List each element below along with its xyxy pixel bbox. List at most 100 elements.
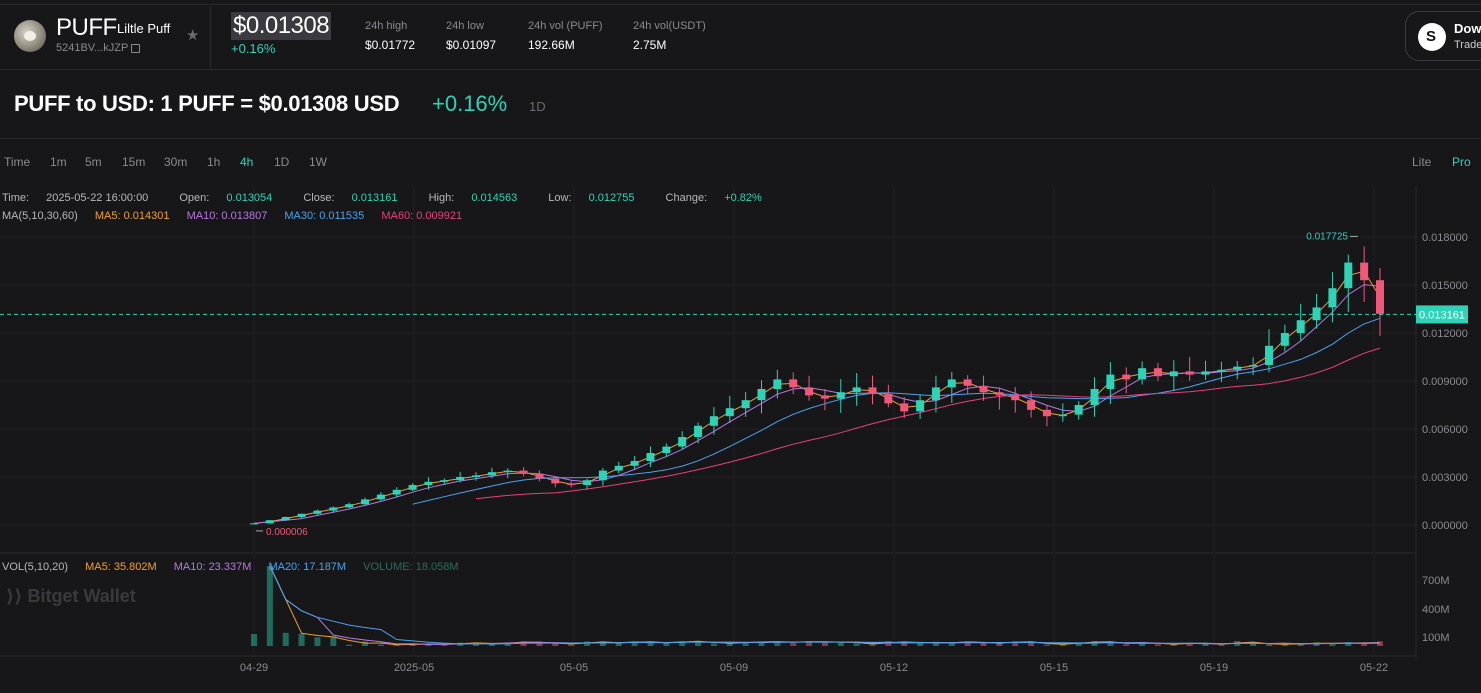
volume-bar [473,643,480,646]
volume-bar [885,641,892,646]
candle-body [1280,333,1289,346]
stat-24h-vol-puff: 24h vol (PUFF) 192.66M [528,20,603,52]
tab-5m[interactable]: 5m [85,155,102,169]
bitget-logo-icon: ⟩⟩ [6,586,28,606]
stat-label: 24h vol(USDT) [633,20,706,32]
ohlc-line: Time: 2025-05-22 16:00:00 Open: 0.013054… [2,192,790,204]
candle-body [630,461,639,466]
candle-body [820,395,829,399]
x-tick-label: 05-22 [1360,662,1388,674]
candle-body [1153,368,1162,377]
x-tick-label: 05-15 [1040,662,1068,674]
candle-body [805,387,814,396]
candle-body [1058,414,1067,417]
mode-pro[interactable]: Pro [1452,155,1471,169]
candle-body [852,387,861,393]
candle-body [947,379,956,388]
token-symbol: PUFF [56,14,117,41]
volume-bar [679,641,686,646]
stat-label: 24h vol (PUFF) [528,20,603,32]
volume-bar [1281,643,1288,646]
candle-body [1328,288,1337,308]
candle-body [1376,280,1384,314]
candle-body [1138,368,1147,380]
volume-bar [1028,642,1035,646]
candle-body [1264,345,1273,365]
volume-bar [790,642,797,646]
candle-body [1344,262,1353,289]
tab-1m[interactable]: 1m [50,155,67,169]
tab-1w[interactable]: 1W [309,155,327,169]
candle-body [757,389,766,401]
volume-bar [330,636,337,646]
ohlc-close: Close: 0.013161 [303,192,398,204]
y-tick-label: 0.009000 [1422,376,1468,388]
volume-bar [346,644,353,646]
candle-body [376,494,385,500]
ma10-value: MA10: 0.013807 [186,210,268,222]
price-change: +0.16% [231,41,276,56]
tab-1d[interactable]: 1D [274,155,290,169]
candle-body [265,520,274,524]
candle-body [662,446,671,453]
volume-bar [1139,642,1146,646]
candle-body [1201,371,1210,375]
tab-4h[interactable]: 4h [240,155,254,169]
volume-bar [932,643,939,646]
download-subtitle: Trade [1454,39,1481,51]
volume-bar [1202,643,1209,646]
candle-body [456,477,465,481]
volume-bar [853,643,860,646]
mode-lite[interactable]: Lite [1412,155,1432,169]
tab-15m[interactable]: 15m [122,155,146,169]
tab-time[interactable]: Time [4,155,31,169]
volume-bar [1012,641,1019,646]
tab-1h[interactable]: 1h [207,155,221,169]
copy-icon[interactable] [131,44,140,53]
ma5-line [253,270,1381,524]
stat-value: 2.75M [633,38,667,52]
star-icon[interactable]: ★ [186,27,200,44]
candle-body [884,393,893,404]
stat-value: 192.66M [528,38,575,52]
volume-bar [599,642,606,646]
ma10-line [253,284,1381,524]
download-app-button[interactable]: Dow Trade [1405,11,1481,61]
volume-bar [742,642,749,646]
vol-tick-label: 700M [1422,575,1450,587]
watermark-text: Bitget Wallet [27,586,136,606]
candle-body [1090,389,1099,405]
volume-bar [631,641,638,646]
volume-bar [552,643,559,646]
candle-body [313,510,322,514]
x-tick-label: 05-19 [1200,662,1228,674]
candle-body [551,478,560,484]
volume-bar [1345,642,1352,646]
pair-period: 1D [529,99,546,114]
volume-bar [1170,644,1177,646]
volume-bar [377,644,384,646]
y-tick-label: 0.018000 [1422,232,1468,244]
candle-body [519,470,528,474]
candle-body [329,507,338,511]
volume-bar [362,641,369,646]
candle-body [678,437,687,447]
price-chart[interactable]: 0.018000 0.015000 0.012000 0.009000 0.006000… [0,186,1481,693]
volume-bar [1361,643,1368,646]
candle-body [836,392,845,399]
vol-ma20: MA20: 17.187M [268,561,347,573]
tab-30m[interactable]: 30m [164,155,188,169]
vol-ma10: MA10: 23.337M [173,561,252,573]
candle-body [1169,371,1178,377]
candle-body [789,379,798,388]
candle-body [408,485,417,490]
pair-change: +0.16% [432,91,508,116]
ohlc-time: Time: 2025-05-22 16:00:00 [2,192,149,204]
vol-label: VOL(5,10,20) [2,561,69,573]
stat-24h-low: 24h low $0.01097 [446,20,496,52]
y-tick-label: 0.003000 [1422,472,1468,484]
volume-bar [647,642,654,646]
current-price-label: 0.013161 [1419,309,1465,321]
candle-body [1360,262,1369,281]
candle-body [583,480,592,485]
